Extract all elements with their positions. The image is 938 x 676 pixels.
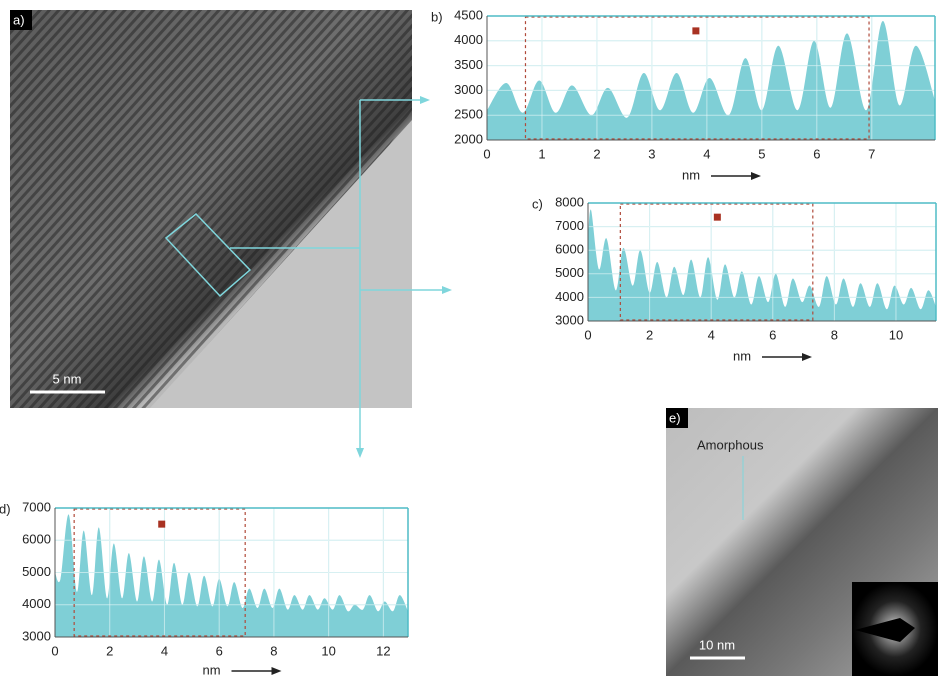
panel-label: a) (13, 12, 25, 27)
annotation: Amorphous (697, 437, 764, 452)
panel-label: b) (431, 9, 443, 24)
y-tick-label: 4000 (555, 289, 584, 304)
scale-bar-label: 10 nm (699, 637, 735, 652)
scale-bar-label: 5 nm (53, 371, 82, 386)
marker (692, 27, 699, 34)
x-tick-label: 0 (51, 643, 58, 658)
y-tick-label: 3000 (22, 628, 51, 643)
x-tick-label: 4 (703, 146, 710, 161)
x-tick-label: 5 (758, 146, 765, 161)
panel-label: e) (669, 410, 681, 425)
image-a: a) 5 nm (10, 10, 412, 408)
y-tick-label: 7000 (22, 499, 51, 514)
axis-arrow-head (751, 172, 761, 180)
y-tick-label: 3000 (555, 312, 584, 327)
y-tick-label: 5000 (22, 564, 51, 579)
x-tick-label: 2 (106, 643, 113, 658)
x-axis-label: nm (682, 167, 700, 182)
x-tick-label: 6 (813, 146, 820, 161)
y-tick-label: 2000 (454, 131, 483, 146)
x-tick-label: 4 (161, 643, 168, 658)
y-tick-label: 4500 (454, 7, 483, 22)
x-tick-label: 10 (321, 643, 335, 658)
x-tick-label: 2 (593, 146, 600, 161)
marker (714, 214, 721, 221)
y-tick-label: 3000 (454, 82, 483, 97)
x-tick-label: 0 (584, 327, 591, 342)
y-tick-label: 4000 (22, 596, 51, 611)
image-e: e) Amorphous 10 nm (666, 408, 938, 676)
panel-label: d) (0, 501, 11, 516)
x-tick-label: 4 (708, 327, 715, 342)
x-tick-label: 6 (769, 327, 776, 342)
x-axis-label: nm (733, 348, 751, 363)
x-tick-label: 3 (648, 146, 655, 161)
x-tick-label: 2 (646, 327, 653, 342)
x-tick-label: 8 (270, 643, 277, 658)
axis-arrow-head (272, 667, 282, 675)
x-tick-label: 1 (538, 146, 545, 161)
x-tick-label: 8 (831, 327, 838, 342)
x-tick-label: 0 (483, 146, 490, 161)
y-tick-label: 7000 (555, 218, 584, 233)
x-tick-label: 7 (868, 146, 875, 161)
y-tick-label: 4000 (454, 32, 483, 47)
axis-arrow-head (802, 353, 812, 361)
y-tick-label: 3500 (454, 57, 483, 72)
y-tick-label: 2500 (454, 107, 483, 122)
x-tick-label: 6 (216, 643, 223, 658)
y-tick-label: 8000 (555, 194, 584, 209)
figure: a) 5 nm e) Amorphous 10 nm 2000250030003… (0, 0, 938, 676)
marker (158, 521, 165, 528)
y-tick-label: 6000 (555, 242, 584, 257)
x-tick-label: 10 (889, 327, 903, 342)
y-tick-label: 6000 (22, 532, 51, 547)
x-tick-label: 12 (376, 643, 390, 658)
x-axis-label: nm (202, 662, 220, 676)
panel-label: c) (532, 196, 543, 211)
y-tick-label: 5000 (555, 265, 584, 280)
